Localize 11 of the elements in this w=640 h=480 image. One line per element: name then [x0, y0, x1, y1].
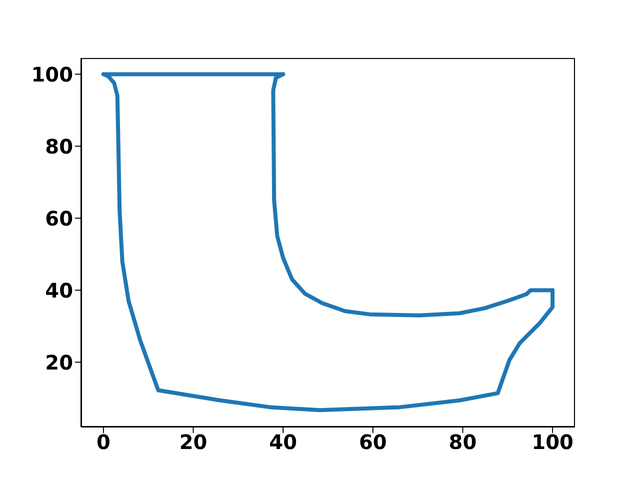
x-tick-label: 20: [179, 430, 208, 454]
x-tick-label: 60: [358, 430, 387, 454]
y-tick-label: 20: [45, 350, 73, 374]
y-tick-label: 100: [31, 62, 73, 86]
x-tick-label: 0: [96, 430, 110, 454]
y-tick-label: 60: [45, 206, 73, 230]
x-tick-label: 40: [269, 430, 298, 454]
y-tick-label: 40: [45, 278, 73, 302]
x-tick-label: 100: [532, 430, 574, 454]
x-tick-label: 80: [448, 430, 477, 454]
y-tick-label: 80: [45, 134, 73, 158]
